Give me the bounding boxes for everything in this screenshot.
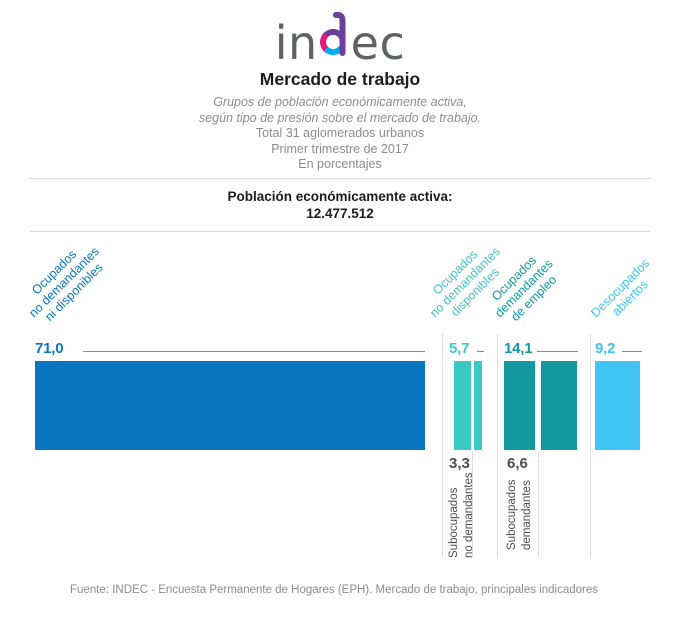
bar-subocupados-demandantes	[504, 361, 535, 450]
separator-dotted-group-1-2	[442, 335, 443, 557]
separator-dotted-sub-group-3	[538, 452, 539, 557]
bar-desocupados-abiertos	[595, 361, 640, 450]
indec-logo-d-icon	[319, 11, 346, 56]
sub-label-subocupados-demandantes: Subocupados demandantes	[506, 479, 533, 550]
value-leader-line-group-1	[83, 351, 425, 352]
subtitle-line: según tipo de presión sobre el mercado d…	[198, 111, 482, 125]
value-label-group-3: 14,1	[504, 340, 533, 357]
meta-line-unit: En porcentajes	[298, 157, 382, 171]
chart-meta: Total 31 aglomerados urbanos Primer trim…	[0, 126, 680, 173]
value-label-group-2: 5,7	[449, 340, 470, 357]
separator-dotted-group-2-3	[497, 335, 498, 557]
value-leader-line-group-4	[622, 351, 642, 352]
category-label-ocupados-no-demandantes-ni-disponibles: Ocupados no demandantes ni disponibles	[26, 244, 106, 324]
subtitle-line: Grupos de población económicamente activ…	[213, 95, 467, 109]
value-leader-line-group-2	[477, 351, 484, 352]
value-label-group-1: 71,0	[35, 340, 64, 357]
separator-dotted-group-3-4	[590, 335, 591, 557]
bar-ocupados-demandantes-de-empleo-resto	[541, 361, 577, 450]
source-footnote: Fuente: INDEC - Encuesta Permanente de H…	[70, 584, 598, 596]
category-label-desocupados-abiertos: Desocupados abiertos	[588, 256, 653, 321]
bar-subocupados-no-demandantes	[454, 361, 471, 450]
bar-ocupados-no-demandantes-ni-disponibles	[35, 361, 425, 450]
chart-subtitle: Grupos de población económicamente activ…	[0, 94, 680, 126]
page-title: Mercado de trabajo	[259, 69, 421, 89]
logo-letters-ec: ec	[350, 16, 406, 70]
pea-banner: Población económicamente activa: 12.477.…	[30, 178, 650, 232]
sub-value-subocupados-no-demandantes: 3,3	[449, 455, 470, 472]
pea-banner-value: 12.477.512	[306, 206, 374, 221]
sub-label-subocupados-no-demandantes: Subocupados no demandantes	[448, 472, 475, 558]
logo-letters-in: in	[274, 16, 318, 70]
meta-line-period: Primer trimestre de 2017	[271, 141, 409, 156]
bar-ocupados-no-demandantes-disponibles-resto	[474, 361, 482, 450]
bar-chart: Ocupados no demandantes ni disponibles O…	[0, 240, 680, 570]
value-leader-line-group-3	[537, 351, 578, 352]
sub-value-subocupados-demandantes: 6,6	[507, 455, 528, 472]
indec-logo: in ec	[0, 10, 680, 66]
meta-line-scope: Total 31 aglomerados urbanos	[255, 126, 425, 140]
pea-banner-label: Población económicamente activa:	[227, 189, 453, 204]
value-label-group-4: 9,2	[595, 340, 616, 357]
separator-dotted-sub-group-2	[472, 452, 473, 557]
